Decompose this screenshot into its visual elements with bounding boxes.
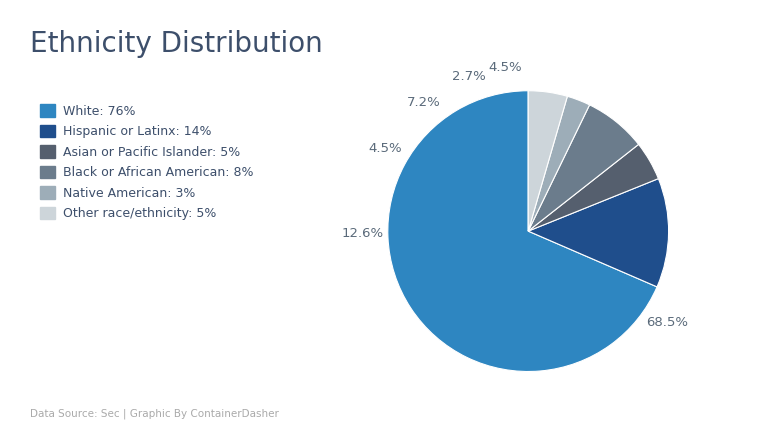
- Text: 4.5%: 4.5%: [488, 61, 521, 74]
- Wedge shape: [528, 91, 568, 231]
- Text: Ethnicity Distribution: Ethnicity Distribution: [30, 30, 323, 58]
- Text: 12.6%: 12.6%: [341, 227, 384, 240]
- Wedge shape: [528, 144, 658, 231]
- Wedge shape: [528, 96, 590, 231]
- Text: Data Source: Sec | Graphic By ContainerDasher: Data Source: Sec | Graphic By ContainerD…: [30, 409, 279, 419]
- Wedge shape: [528, 105, 638, 231]
- Text: 2.7%: 2.7%: [451, 70, 486, 83]
- Text: 4.5%: 4.5%: [368, 142, 401, 155]
- Text: 68.5%: 68.5%: [646, 315, 688, 329]
- Text: 7.2%: 7.2%: [407, 96, 441, 109]
- Wedge shape: [528, 178, 669, 287]
- Wedge shape: [388, 91, 657, 372]
- Legend: White: 76%, Hispanic or Latinx: 14%, Asian or Pacific Islander: 5%, Black or Afr: White: 76%, Hispanic or Latinx: 14%, Asi…: [36, 101, 257, 224]
